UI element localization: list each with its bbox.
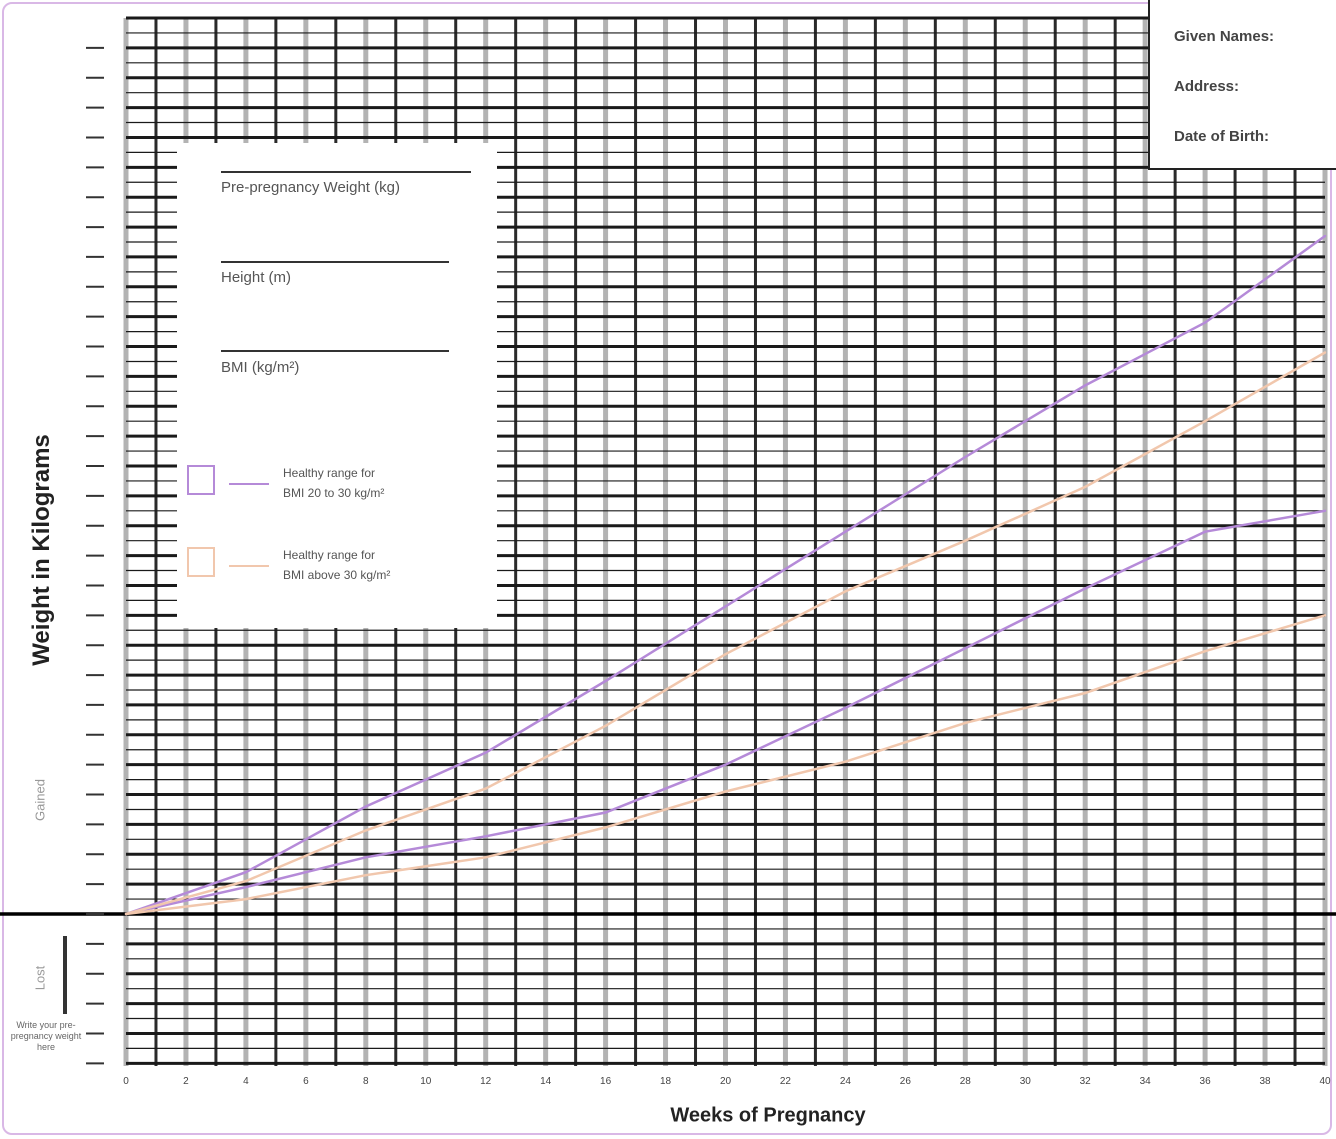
series-4-point xyxy=(964,721,967,725)
x-tick-label: 28 xyxy=(960,1076,972,1087)
left-tick-dashes xyxy=(86,46,104,1065)
series-3-point xyxy=(1203,420,1207,423)
x-tick-label: 38 xyxy=(1259,1076,1271,1087)
series-2-point xyxy=(1084,587,1087,590)
y-axis-title: Weight in Kilograms xyxy=(28,434,55,666)
series-1-point xyxy=(724,605,727,608)
series-1-point xyxy=(604,679,607,683)
x-tick-label: 4 xyxy=(243,1076,249,1087)
x-tick-label: 8 xyxy=(363,1076,369,1087)
legend-line-bmi-above-30 xyxy=(229,565,269,567)
legend-line-bmi-20-30 xyxy=(229,483,269,485)
patient-info-panel: Given Names: Address: Date of Birth: xyxy=(1148,0,1336,170)
series-1-point xyxy=(1323,234,1327,238)
series-4-point xyxy=(244,897,248,901)
series-2-point xyxy=(604,811,607,814)
x-tick-label: 30 xyxy=(1020,1076,1032,1087)
series-3-point xyxy=(364,829,367,832)
given-names-label: Given Names: xyxy=(1174,28,1275,45)
series-3-point xyxy=(604,724,607,728)
series-layer xyxy=(124,234,1327,916)
x-tick-label: 40 xyxy=(1319,1076,1331,1087)
series-4-point xyxy=(724,790,727,793)
series-3-point xyxy=(844,590,847,593)
height-line[interactable] xyxy=(221,261,449,263)
series-3-point xyxy=(964,539,967,542)
series-4-point xyxy=(844,760,847,763)
series-1-point xyxy=(964,455,967,459)
x-tick-label: 24 xyxy=(840,1076,852,1087)
series-3-point xyxy=(1323,351,1327,354)
series-2-point xyxy=(1203,530,1207,533)
bmi-label: BMI (kg/m²) xyxy=(221,359,300,376)
legend-swatch-bmi-above-30 xyxy=(187,547,215,577)
series-3-point xyxy=(484,787,487,790)
series-4-point xyxy=(364,873,367,877)
pre-pregnancy-weight-line[interactable] xyxy=(221,171,471,173)
series-1-point xyxy=(844,530,847,533)
x-tick-label: 18 xyxy=(660,1076,672,1087)
x-tick-label: 10 xyxy=(420,1076,432,1087)
series-1-point xyxy=(244,870,248,874)
x-axis-title: Weeks of Pregnancy xyxy=(670,1104,866,1127)
series-2-point xyxy=(844,706,847,710)
x-tick-label: 16 xyxy=(600,1076,612,1087)
x-tick-label: 12 xyxy=(480,1076,492,1087)
legend-swatch-bmi-20-30 xyxy=(187,465,215,495)
series-1-point xyxy=(1203,321,1207,324)
series-4-point xyxy=(1203,649,1207,653)
legend-panel: Pre-pregnancy Weight (kg) Height (m) BMI… xyxy=(177,143,497,628)
x-tick-label: 32 xyxy=(1080,1076,1092,1087)
series-1-point xyxy=(484,751,487,754)
x-tick-label: 14 xyxy=(540,1076,552,1087)
series-4-point xyxy=(1323,614,1327,617)
series-3-point xyxy=(244,879,248,883)
series-2-point xyxy=(964,646,967,650)
x-tick-label: 20 xyxy=(720,1076,732,1087)
series-2-point xyxy=(1323,509,1327,512)
series-4-point xyxy=(604,826,607,829)
x-tick-label: 22 xyxy=(780,1076,792,1087)
pre-pregnancy-weight-label: Pre-pregnancy Weight (kg) xyxy=(221,179,400,196)
lost-label: Lost xyxy=(32,965,48,991)
series-4-point xyxy=(124,912,128,916)
x-tick-label: 6 xyxy=(303,1076,309,1087)
x-tick-label: 0 xyxy=(123,1076,129,1087)
series-4-point xyxy=(484,856,487,859)
series-3-point xyxy=(724,652,727,656)
pre-pregnancy-weight-note: Write your pre-pregnancy weight here xyxy=(10,1020,82,1052)
x-tick-labels: 0 2 4 6 8 10 12 14 16 18 20 22 24 26 28 30 32 34 36 38 40 xyxy=(123,1076,1331,1087)
gained-label: Gained xyxy=(32,779,48,821)
series-4-point xyxy=(1084,691,1087,695)
height-label: Height (m) xyxy=(221,269,292,286)
series-2-point xyxy=(724,763,727,766)
x-tick-label: 26 xyxy=(900,1076,912,1087)
series-1-point xyxy=(1084,384,1087,387)
lost-arrow xyxy=(63,936,67,1014)
x-tick-label: 36 xyxy=(1200,1076,1212,1087)
series-1-point xyxy=(364,805,367,808)
series-2-point xyxy=(364,856,367,859)
series-3-point xyxy=(1084,485,1087,489)
legend-label-bmi-20-30: Healthy range for BMI 20 to 30 kg/m² xyxy=(283,466,385,500)
x-tick-label: 2 xyxy=(183,1076,189,1087)
address-label: Address: xyxy=(1174,78,1240,95)
series-2-point xyxy=(484,835,487,838)
x-tick-label: 34 xyxy=(1140,1076,1152,1087)
date-of-birth-label: Date of Birth: xyxy=(1174,128,1269,145)
legend-label-bmi-above-30: Healthy range for BMI above 30 kg/m² xyxy=(283,548,391,582)
series-2-point xyxy=(244,885,248,889)
bmi-line[interactable] xyxy=(221,350,449,352)
